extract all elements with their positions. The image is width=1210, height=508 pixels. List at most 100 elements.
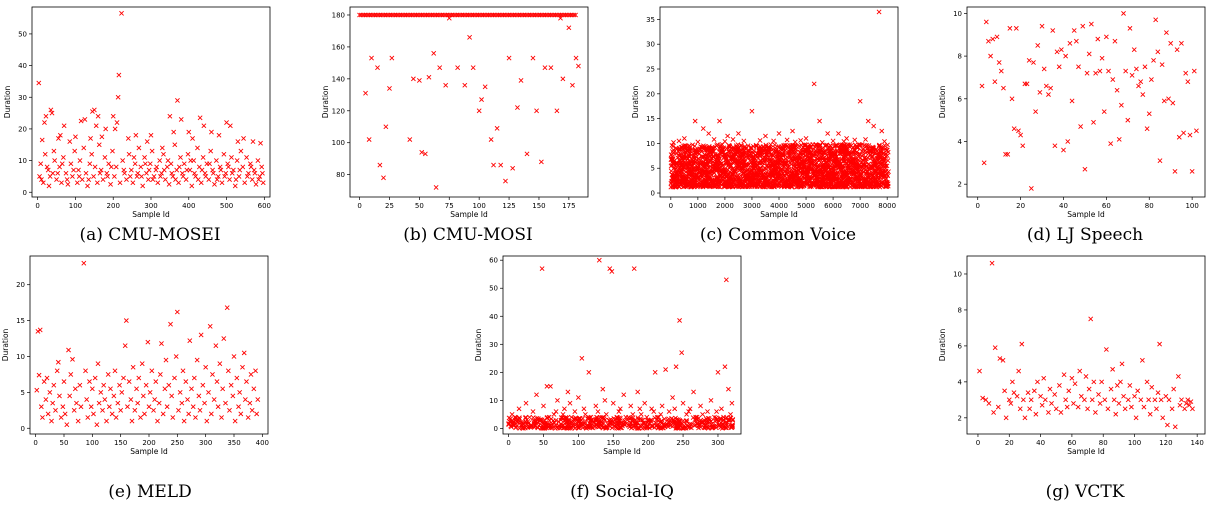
data-point — [71, 167, 76, 173]
band-point — [855, 183, 861, 189]
data-point — [59, 161, 65, 167]
y-axis-label: Duration — [1, 328, 10, 361]
data-point — [711, 137, 717, 142]
data-points — [34, 260, 261, 428]
band-point — [711, 145, 716, 151]
y-tick-label: 50 — [18, 30, 27, 38]
band-point — [716, 145, 722, 151]
data-points — [979, 10, 1199, 191]
x-axis-label: Sample Id — [1067, 447, 1105, 456]
data-point — [1155, 390, 1161, 396]
data-point — [115, 94, 121, 100]
data-point — [1073, 38, 1079, 44]
subplot-a: 0 100 200 300 400 500 600 0 10 20 30 40 50 Sample Id D… — [3, 6, 271, 245]
data-point — [668, 423, 673, 429]
data-point — [1026, 57, 1032, 63]
band-point — [776, 157, 782, 163]
data-point — [194, 357, 200, 363]
data-point — [1038, 393, 1044, 399]
data-point — [147, 389, 153, 395]
data-point — [1182, 406, 1188, 412]
data-point — [1110, 366, 1116, 372]
data-point — [997, 356, 1003, 361]
band-point — [869, 172, 874, 178]
band-point — [744, 168, 749, 174]
band-point — [682, 149, 688, 155]
data-point — [193, 415, 198, 420]
data-point — [190, 135, 195, 141]
data-point — [1039, 23, 1045, 29]
data-point — [166, 181, 172, 187]
band-point — [815, 166, 821, 171]
data-point — [106, 404, 112, 410]
y-tick-label: 140 — [332, 75, 345, 83]
data-point — [140, 393, 146, 399]
band-point — [638, 417, 644, 423]
y-tick-label: 6 — [958, 95, 963, 103]
band-point — [713, 158, 719, 164]
data-point — [443, 82, 449, 88]
data-point — [1174, 47, 1180, 53]
data-point — [184, 167, 190, 173]
band-point — [710, 166, 716, 172]
data-point — [214, 177, 220, 183]
x-tick-label: 7000 — [851, 202, 869, 210]
data-point — [1052, 143, 1058, 149]
data-point — [616, 409, 622, 414]
data-point — [1069, 375, 1075, 381]
x-axis-label: Sample Id — [603, 447, 641, 456]
band-point — [840, 173, 846, 179]
data-point — [108, 164, 114, 170]
data-point — [121, 167, 127, 173]
data-point — [62, 411, 68, 417]
band-point — [881, 157, 887, 163]
band-point — [694, 150, 700, 155]
band-point — [683, 425, 689, 431]
data-point — [169, 393, 175, 399]
data-point — [155, 180, 161, 186]
band-point — [869, 155, 875, 161]
data-point — [180, 368, 186, 374]
band-point — [720, 178, 726, 184]
data-point — [1024, 81, 1030, 87]
data-point — [994, 34, 1000, 40]
data-point — [1049, 401, 1054, 406]
data-point — [102, 154, 108, 160]
x-tick-label: 100 — [1128, 439, 1141, 447]
data-point — [1009, 379, 1015, 385]
data-point — [57, 393, 62, 399]
data-point — [230, 167, 236, 173]
band-point — [830, 171, 836, 177]
data-point — [879, 128, 885, 134]
band-point — [722, 423, 728, 429]
data-point — [138, 164, 144, 170]
data-point — [422, 151, 428, 157]
x-tick-label: 40 — [1059, 202, 1068, 210]
band-point — [826, 157, 832, 163]
data-point — [654, 423, 659, 429]
band-point — [837, 143, 843, 149]
band-point — [736, 179, 742, 185]
data-point — [37, 327, 43, 333]
band-point — [658, 418, 664, 424]
y-tick-label: 4 — [958, 378, 963, 386]
data-point — [570, 82, 575, 88]
data-point — [153, 379, 159, 385]
band-point — [875, 180, 881, 186]
data-point — [136, 145, 142, 151]
data-point — [78, 118, 84, 124]
band-point — [740, 146, 746, 152]
band-point — [782, 160, 788, 166]
x-tick-label: 60 — [1067, 439, 1076, 447]
band-point — [843, 182, 848, 188]
data-point — [1125, 117, 1131, 123]
y-axis-label: Duration — [3, 85, 12, 118]
band-point — [760, 184, 766, 190]
data-point — [694, 414, 700, 420]
data-point — [603, 411, 609, 417]
data-point — [1005, 151, 1011, 157]
data-point — [1121, 393, 1126, 399]
data-point — [1092, 410, 1098, 415]
x-tick-label: 0 — [506, 439, 510, 447]
data-point — [88, 135, 93, 141]
